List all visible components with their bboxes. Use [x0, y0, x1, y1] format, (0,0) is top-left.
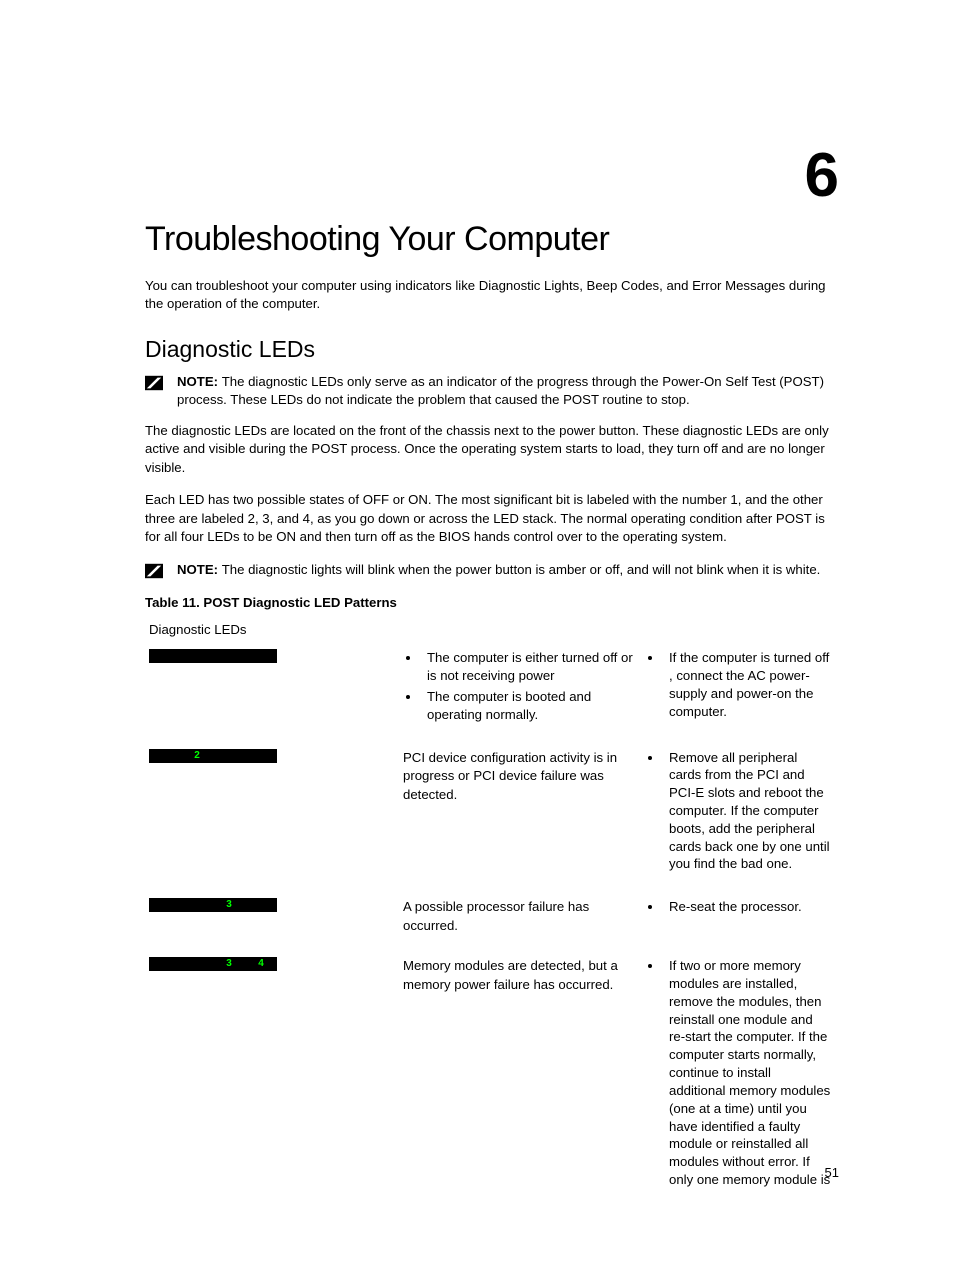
led-segment: 4 [245, 957, 277, 971]
description-text: PCI device configuration activity is in … [403, 749, 633, 804]
diagnostic-led-table: The computer is either turned off or is … [145, 645, 839, 1209]
led-strip: 3 4 [149, 957, 277, 971]
note-block: NOTE: The diagnostic LEDs only serve as … [145, 373, 839, 410]
page-title: Troubleshooting Your Computer [145, 220, 839, 259]
led-segment [149, 749, 181, 763]
fix-list: Re-seat the processor. [645, 898, 831, 916]
led-segment: 3 [213, 957, 245, 971]
body-paragraph: Each LED has two possible states of OFF … [145, 491, 839, 546]
table-row: 3 4 Memory modules are detected, but a m… [145, 953, 839, 1210]
note-body: The diagnostic LEDs only serve as an ind… [177, 374, 824, 407]
note-block: NOTE: The diagnostic lights will blink w… [145, 561, 839, 579]
table-caption: Table 11. POST Diagnostic LED Patterns [145, 595, 839, 610]
note-icon [145, 375, 163, 391]
description-text: A possible processor failure has occurre… [403, 898, 633, 935]
led-strip: 2 [149, 749, 277, 763]
led-segment [245, 649, 277, 663]
description-text: Memory modules are detected, but a memor… [403, 957, 633, 994]
note-icon [145, 563, 163, 579]
page-number: 51 [825, 1165, 839, 1180]
list-item: Remove all peripheral cards from the PCI… [663, 749, 831, 874]
led-segment [181, 649, 213, 663]
led-segment [181, 957, 213, 971]
list-item: The computer is either turned off or is … [421, 649, 633, 685]
intro-paragraph: You can troubleshoot your computer using… [145, 277, 839, 314]
list-item: If two or more memory modules are instal… [663, 957, 831, 1189]
fix-list: If the computer is turned off , connect … [645, 649, 831, 720]
list-item: The computer is booted and operating nor… [421, 688, 633, 724]
led-segment: 3 [213, 898, 245, 912]
led-segment [149, 957, 181, 971]
led-segment [245, 749, 277, 763]
table-row: 2 PCI device configuration activity is i… [145, 745, 839, 895]
chapter-number: 6 [805, 145, 839, 207]
note-text: NOTE: The diagnostic LEDs only serve as … [177, 373, 839, 410]
led-segment [181, 898, 213, 912]
list-item: Re-seat the processor. [663, 898, 831, 916]
note-label: NOTE: [177, 374, 222, 389]
document-page: 6 Troubleshooting Your Computer You can … [0, 0, 954, 1270]
description-list: The computer is either turned off or is … [403, 649, 633, 723]
note-text: NOTE: The diagnostic lights will blink w… [177, 561, 820, 579]
led-segment: 2 [181, 749, 213, 763]
led-segment [245, 898, 277, 912]
note-body: The diagnostic lights will blink when th… [222, 562, 821, 577]
body-paragraph: The diagnostic LEDs are located on the f… [145, 422, 839, 477]
table-column-header: Diagnostic LEDs [149, 622, 839, 637]
led-segment [149, 649, 181, 663]
led-segment [149, 898, 181, 912]
table-row: The computer is either turned off or is … [145, 645, 839, 744]
led-strip: 3 [149, 898, 277, 912]
note-label: NOTE: [177, 562, 222, 577]
section-heading: Diagnostic LEDs [145, 336, 839, 363]
fix-list: Remove all peripheral cards from the PCI… [645, 749, 831, 874]
led-segment [213, 749, 245, 763]
fix-list: If two or more memory modules are instal… [645, 957, 831, 1189]
table-row: 3 A possible processor failure has occur… [145, 894, 839, 953]
list-item: If the computer is turned off , connect … [663, 649, 831, 720]
led-segment [213, 649, 245, 663]
led-strip [149, 649, 277, 663]
